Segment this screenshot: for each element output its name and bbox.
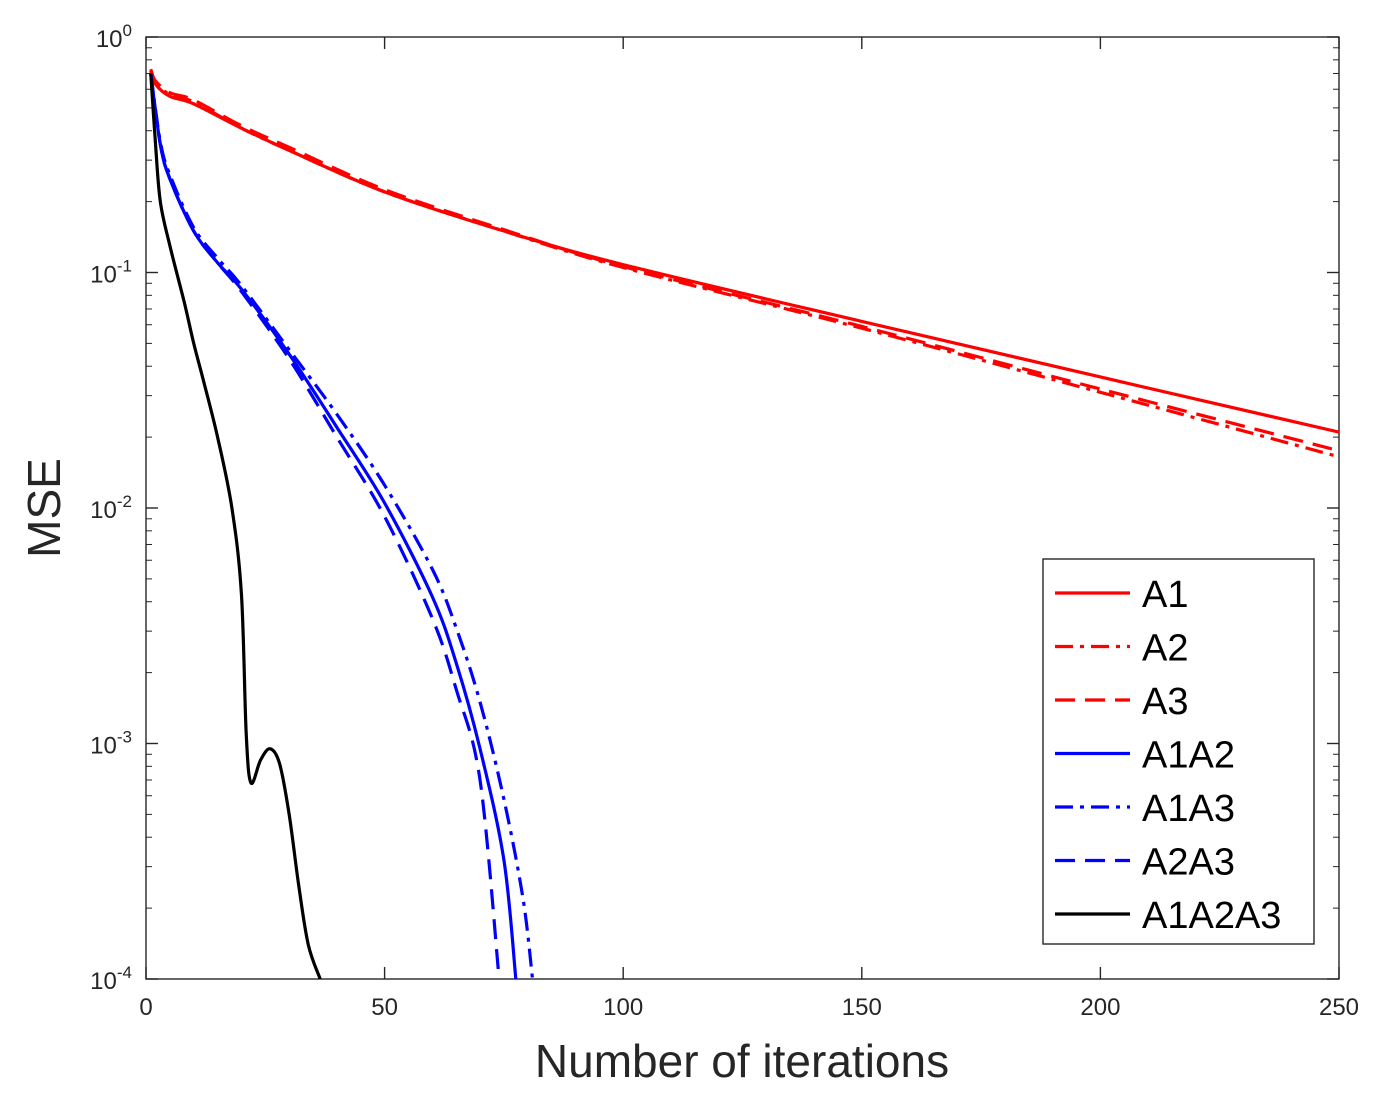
x-tick-label: 200 — [1080, 994, 1120, 1021]
y-tick-label: 10-3 — [90, 728, 132, 760]
axis-ticks: 0 50 100 150 200 250 100 10-1 10-2 10-3 10-4 — [90, 21, 1359, 1021]
y-axis-title: MSE — [18, 458, 70, 558]
series-lines — [149, 68, 1339, 979]
legend-label-a1a2: A1A2 — [1142, 735, 1235, 777]
legend-label-a1: A1 — [1142, 574, 1188, 616]
series-line-a1a3 — [149, 73, 535, 979]
legend-box — [1042, 558, 1315, 945]
legend-label-a1a3: A1A3 — [1142, 788, 1235, 830]
y-tick-label: 10-2 — [90, 492, 132, 524]
y-tick-label: 100 — [96, 21, 132, 53]
legend-label-a2a3: A2A3 — [1142, 842, 1235, 884]
series-line-a2 — [149, 70, 1339, 459]
series-line-a3 — [149, 68, 1339, 453]
series-line-a2a3 — [149, 73, 501, 979]
x-tick-label: 100 — [603, 994, 643, 1021]
series-line-a1 — [149, 70, 1339, 434]
legend-label-a2: A2 — [1142, 628, 1188, 670]
series-line-a1a2a3 — [149, 73, 322, 979]
x-tick-label: 150 — [842, 994, 882, 1021]
y-tick-label: 10-1 — [90, 257, 132, 289]
x-tick-label: 250 — [1319, 994, 1359, 1021]
x-tick-label: 0 — [139, 994, 152, 1021]
y-tick-label: 10-4 — [90, 963, 132, 995]
legend-label-a3: A3 — [1142, 681, 1188, 723]
x-axis-title: Number of iterations — [535, 1035, 949, 1087]
x-tick-label: 50 — [371, 994, 398, 1021]
legend-label-a1a2a3: A1A2A3 — [1142, 895, 1281, 937]
